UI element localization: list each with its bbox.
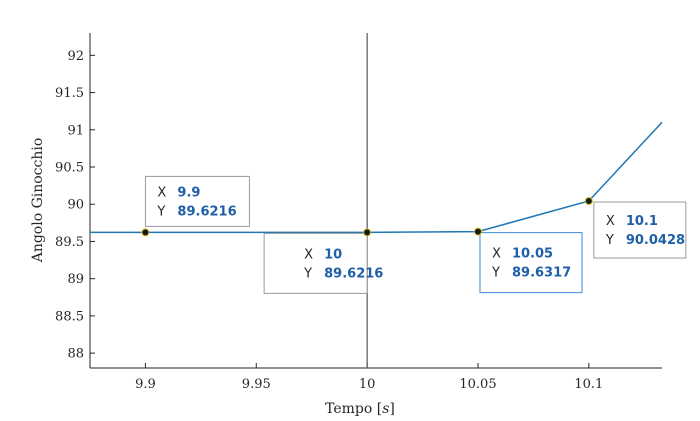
- datatip-box: [144, 175, 250, 227]
- datatip-box: [263, 232, 368, 294]
- datatip-x-key: X: [492, 247, 501, 262]
- y-tick-label: 90: [67, 198, 84, 213]
- y-tick-label: 91.5: [55, 86, 84, 101]
- datatip-x-value: 10.1: [626, 214, 658, 229]
- x-ticks: 9.9 9.95 10 10.05 10.1: [135, 363, 603, 392]
- y-tick-label: 90.5: [55, 161, 84, 176]
- y-ticks: 88 88.5 89 89.5 90 90.5 91 91.5 92: [55, 49, 95, 362]
- datatip-y-value: 90.0428: [626, 233, 685, 248]
- x-tick-label: 10.1: [574, 377, 603, 392]
- datatip[interactable]: X 10 Y 89.6216: [263, 232, 383, 294]
- y-tick-label: 88: [67, 347, 84, 362]
- y-tick-label: 89: [67, 272, 84, 287]
- datatip-y-key: Y: [491, 266, 500, 281]
- y-axis-label: Angolo Ginocchio: [30, 138, 46, 264]
- data-point-marker[interactable]: [584, 197, 593, 206]
- datatip[interactable]: X 10.1 Y 90.0428: [593, 201, 687, 259]
- datatip-y-value: 89.6317: [512, 266, 571, 281]
- data-point-marker[interactable]: [363, 228, 372, 237]
- datatip[interactable]: X 9.9 Y 89.6216: [144, 175, 250, 227]
- datatips: X 9.9 Y 89.6216 X 10 Y 89.6216 X 10.05 Y 89.6317 X 10…: [144, 175, 687, 294]
- datatip-box: [593, 201, 687, 259]
- x-tick-label: 10.05: [459, 377, 496, 392]
- y-tick-label: 88.5: [55, 309, 84, 324]
- x-tick-label: 9.9: [135, 377, 156, 392]
- y-tick-label: 92: [67, 49, 84, 64]
- datatip-x-value: 9.9: [177, 185, 200, 200]
- datatip-y-value: 89.6216: [177, 204, 236, 219]
- datatip-y-key: Y: [605, 233, 614, 248]
- x-tick-label: 9.95: [242, 377, 271, 392]
- x-tick-label: 10: [359, 377, 376, 392]
- data-point-marker[interactable]: [141, 228, 150, 237]
- data-markers: [141, 197, 593, 237]
- x-axis-label: Tempo [s]: [325, 401, 395, 417]
- datatip-x-value: 10: [324, 247, 342, 262]
- datatip[interactable]: X 10.05 Y 89.6317: [479, 232, 583, 294]
- axes: [89, 33, 662, 369]
- datatip-x-value: 10.05: [512, 247, 553, 262]
- data-point-marker[interactable]: [473, 227, 482, 236]
- datatip-box: [479, 232, 583, 294]
- datatip-x-key: X: [606, 214, 615, 229]
- y-tick-label: 91: [67, 123, 84, 138]
- datatip-y-key: Y: [156, 204, 165, 219]
- datatip-x-key: X: [304, 247, 313, 262]
- datatip-y-key: Y: [303, 266, 312, 281]
- datatip-x-key: X: [157, 185, 166, 200]
- y-tick-label: 89.5: [55, 235, 84, 250]
- datatip-y-value: 89.6216: [324, 266, 383, 281]
